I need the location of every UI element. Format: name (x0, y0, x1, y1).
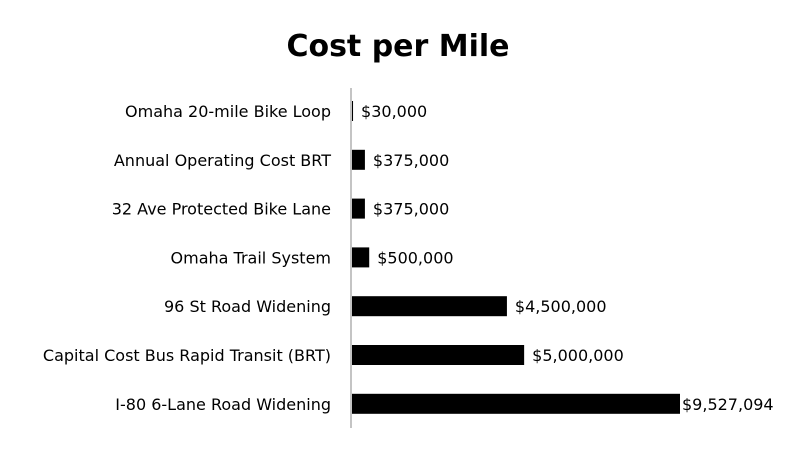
data-label: $9,527,094 (682, 395, 774, 414)
category-label: 32 Ave Protected Bike Lane (112, 200, 331, 219)
bar (352, 393, 680, 414)
category-label: Omaha Trail System (171, 248, 331, 267)
data-label: $30,000 (361, 102, 427, 121)
category-label: Annual Operating Cost BRT (114, 151, 331, 170)
category-label: I-80 6-Lane Road Widening (115, 395, 331, 414)
bar (352, 247, 370, 268)
data-label: $375,000 (373, 200, 449, 219)
data-label: $375,000 (373, 151, 449, 170)
bar (352, 296, 507, 317)
bar (352, 101, 354, 121)
data-label: $5,000,000 (532, 346, 624, 365)
bar (352, 345, 525, 365)
bar (352, 198, 365, 219)
chart-title: Cost per Mile (286, 29, 509, 64)
category-label: Capital Cost Bus Rapid Transit (BRT) (43, 346, 331, 365)
data-label: $4,500,000 (515, 297, 607, 316)
bar (352, 149, 365, 170)
data-label: $500,000 (377, 248, 453, 267)
category-label: Omaha 20-mile Bike Loop (125, 102, 331, 121)
category-label: 96 St Road Widening (164, 297, 331, 316)
